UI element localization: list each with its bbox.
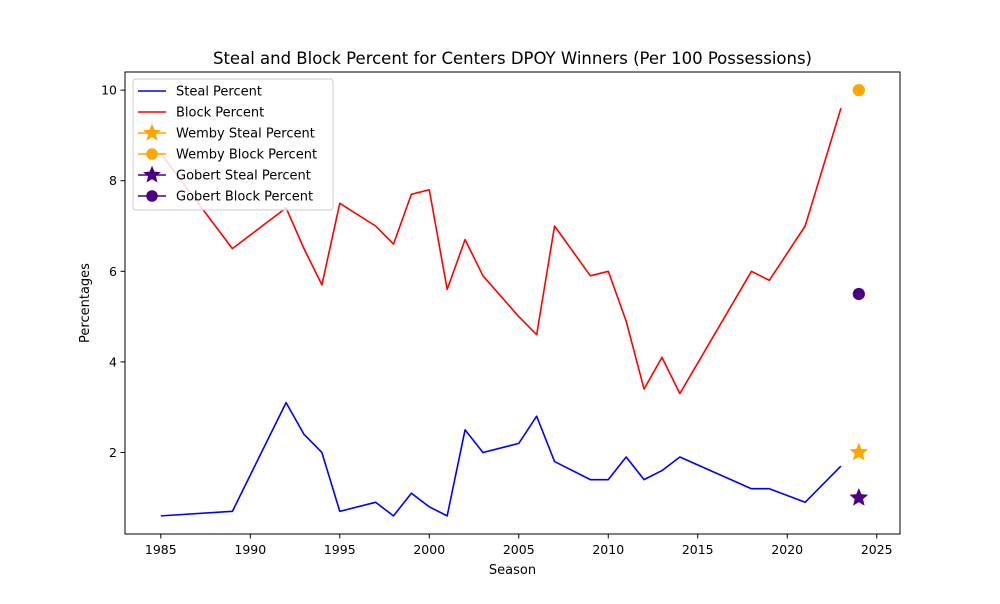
legend-entry-label: Gobert Steal Percent [176,169,311,184]
x-tick-label: 2005 [503,542,535,557]
legend-swatch-marker [146,190,158,202]
legend-swatch-marker [143,165,161,183]
legend-entry-label: Block Percent [176,106,264,121]
x-tick-label: 2020 [771,542,803,557]
y-axis: 2 4 6 8 10 [101,83,125,460]
chart-title: Steal and Block Percent for Centers DPOY… [213,49,812,68]
x-tick-label: 2025 [861,542,893,557]
wemby-steal-percent-point [849,442,869,461]
plot-area [160,83,869,517]
y-axis-label: Percentages [78,263,93,343]
legend-entry-label: Wemby Block Percent [176,148,317,163]
legend-entry-label: Steal Percent [176,85,262,100]
y-tick-label: 10 [101,83,117,98]
x-tick-label: 2010 [592,542,624,557]
gobert-block-percent-point [852,287,865,301]
steal-percent-line [160,401,842,517]
gobert-steal-percent-point [849,487,869,506]
y-tick-label: 2 [109,445,117,460]
y-tick-label: 8 [109,173,117,188]
legend-swatch-marker [143,123,161,141]
x-tick-label: 2000 [413,542,445,557]
x-tick-label: 1995 [324,542,356,557]
block-percent-line [160,108,842,395]
legend-swatch-marker [146,148,158,160]
legend: Steal Percent Block Percent Wemby Steal Pe… [132,78,334,211]
legend-entry-label: Gobert Block Percent [176,190,313,205]
y-tick-label: 6 [109,264,117,279]
plot-frame [124,71,901,535]
x-tick-label: 2015 [682,542,714,557]
x-tick-label: 1985 [145,542,177,557]
legend-box [132,78,334,211]
wemby-block-percent-point [852,83,865,97]
legend-entry-label: Wemby Steal Percent [176,127,315,142]
x-axis-label: Season [489,563,536,578]
y-tick-label: 4 [109,354,117,369]
x-tick-label: 1990 [234,542,266,557]
x-axis: 1985 1990 1995 2000 2005 2010 2015 2020 2025 [145,534,893,557]
